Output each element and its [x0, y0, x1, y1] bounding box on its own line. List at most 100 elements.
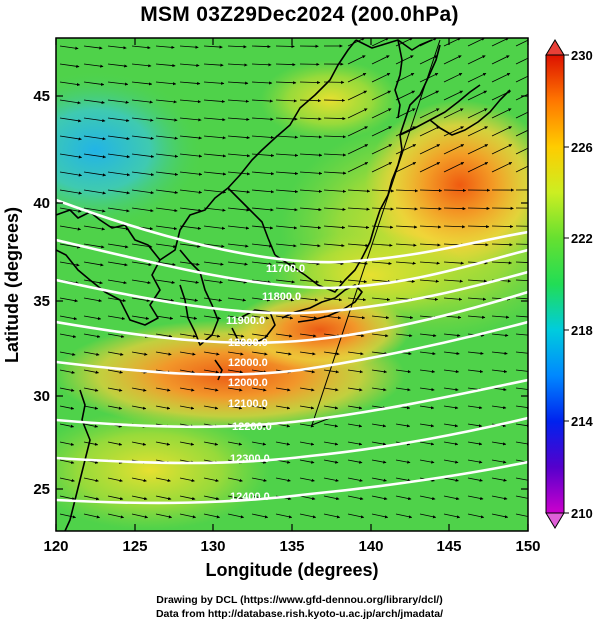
- wind-arrow: [491, 477, 507, 482]
- wind-arrow: [347, 351, 364, 356]
- wind-arrow: [155, 441, 171, 446]
- wind-arrow: [107, 117, 130, 123]
- wind-arrow: [203, 225, 226, 230]
- wind-arrow: [131, 405, 147, 410]
- wind-arrow: [467, 315, 486, 319]
- wind-arrow: [347, 72, 367, 83]
- wind-arrow: [323, 153, 347, 157]
- wind-arrow: [347, 423, 363, 428]
- wind-arrow: [443, 188, 467, 193]
- wind-arrow: [395, 162, 417, 173]
- wind-arrow: [203, 135, 226, 140]
- wind-arrow: [179, 369, 195, 374]
- wind-arrow: [83, 45, 103, 50]
- x-tick-label: 135: [279, 538, 304, 555]
- wind-arrow: [395, 225, 418, 229]
- wind-arrow: [395, 72, 415, 83]
- wind-arrow: [251, 405, 267, 410]
- wind-arrow: [59, 459, 75, 464]
- wind-arrow: [107, 495, 124, 501]
- wind-arrow: [155, 513, 173, 519]
- wind-arrow: [227, 495, 244, 501]
- wind-arrow: [251, 261, 272, 266]
- wind-arrow: [59, 315, 78, 321]
- contour-label: 12000.0: [228, 337, 268, 349]
- wind-arrow: [83, 153, 107, 159]
- wind-arrow: [443, 477, 459, 482]
- wind-arrow: [275, 153, 299, 157]
- wind-arrow: [371, 495, 388, 501]
- wind-arrow: [59, 261, 80, 267]
- wind-arrow: [371, 297, 391, 302]
- wind-arrow: [419, 441, 435, 446]
- wind-arrow: [155, 315, 174, 320]
- wind-arrow: [467, 459, 483, 464]
- colorbar-tick-label: 210: [571, 506, 593, 521]
- wind-arrow: [275, 189, 299, 194]
- wind-arrow: [443, 459, 459, 464]
- wind-arrow: [107, 243, 129, 249]
- wind-arrow: [323, 189, 347, 193]
- wind-arrow: [131, 171, 155, 177]
- wind-arrow: [419, 279, 440, 283]
- wind-arrow: [395, 387, 411, 392]
- wind-arrow: [419, 243, 441, 247]
- wind-arrow: [179, 135, 202, 140]
- wind-arrow: [467, 38, 485, 47]
- wind-arrow: [179, 387, 195, 392]
- wind-arrow: [251, 297, 271, 302]
- wind-arrow: [323, 171, 347, 175]
- wind-arrow: [251, 63, 272, 67]
- wind-arrow: [179, 279, 199, 284]
- wind-arrow: [515, 39, 528, 47]
- wind-arrow: [107, 387, 123, 392]
- wind-arrow: [347, 207, 370, 211]
- wind-arrow: [395, 333, 413, 338]
- wind-arrow: [491, 441, 507, 446]
- contour-line: [56, 290, 528, 345]
- wind-arrow: [83, 81, 105, 86]
- colorbar-tick-label: 218: [571, 323, 593, 338]
- wind-arrow: [347, 405, 363, 410]
- wind-arrow: [347, 243, 369, 248]
- wind-arrow: [251, 441, 267, 446]
- wind-arrow: [83, 405, 99, 410]
- wind-arrow: [299, 99, 322, 103]
- wind-arrow: [227, 279, 247, 284]
- wind-arrow: [107, 99, 129, 104]
- wind-arrow: [491, 459, 507, 464]
- wind-arrow: [371, 387, 387, 392]
- wind-arrow: [59, 135, 82, 141]
- wind-arrow: [491, 351, 508, 355]
- wind-arrow: [347, 225, 370, 229]
- wind-arrow: [443, 279, 464, 283]
- wind-arrow: [155, 405, 171, 410]
- contour-line: [56, 198, 528, 264]
- colorbar-tick-label: 226: [571, 140, 593, 155]
- contour-line: [56, 460, 528, 505]
- wind-arrow: [251, 315, 270, 320]
- wind-arrow: [515, 111, 528, 119]
- wind-arrow: [419, 423, 435, 428]
- wind-arrow: [467, 162, 489, 173]
- wind-arrow: [299, 279, 320, 284]
- wind-arrow: [347, 459, 363, 464]
- wind-arrow: [323, 369, 340, 374]
- wind-arrow: [179, 261, 200, 266]
- wind-arrow: [515, 57, 528, 65]
- wind-arrow: [491, 55, 510, 65]
- wind-arrow: [467, 55, 486, 65]
- wind-arrow: [203, 63, 224, 67]
- wind-arrow: [59, 45, 79, 50]
- wind-arrow: [299, 315, 318, 320]
- wind-arrow: [467, 423, 483, 428]
- wind-arrow: [395, 261, 416, 265]
- wind-arrow: [179, 225, 202, 230]
- wind-arrow: [155, 387, 171, 392]
- contour-line: [56, 416, 528, 465]
- wind-arrow: [323, 423, 339, 428]
- wind-arrow: [347, 315, 366, 320]
- wind-arrow: [179, 117, 202, 122]
- wind-arrow: [59, 369, 75, 374]
- wind-arrow: [203, 387, 219, 392]
